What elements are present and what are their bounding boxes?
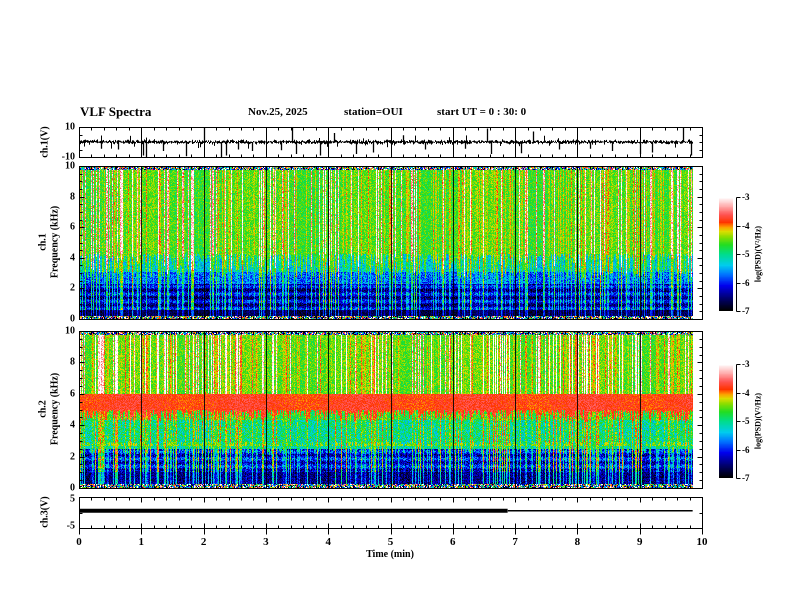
colorbar-tick-label: -7 [742, 473, 750, 483]
x-tick-label: 4 [325, 536, 331, 548]
ch3-y-tick-label: 5 [70, 493, 75, 505]
freq-tick-label: 8 [70, 191, 75, 203]
colorbar-tick-label: -4 [742, 387, 750, 398]
freq-tick-label: 2 [70, 282, 75, 294]
x-tick-label: 10 [696, 536, 708, 548]
colorbar-tick-label: -5 [742, 249, 750, 259]
wave-y-tick-label: 10 [65, 121, 75, 133]
colorbar-tick-label: -3 [742, 192, 750, 202]
freq-tick-label: 10 [65, 160, 75, 172]
freq-tick-label: 4 [70, 419, 75, 431]
x-tick-label: 6 [450, 536, 456, 548]
ch3-y-tick-label: -5 [66, 520, 75, 532]
x-tick-label: 8 [574, 536, 581, 548]
freq-tick-label: 0 [70, 313, 75, 325]
colorbar-tick-label: -4 [742, 220, 750, 231]
freq-tick-label: 6 [70, 221, 75, 233]
colorbar-tick-label: -7 [742, 306, 750, 316]
x-tick-label: 3 [263, 536, 269, 548]
colorbar-tick-label: -5 [742, 416, 750, 426]
freq-tick-label: 4 [70, 252, 75, 264]
x-tick-label: 9 [636, 536, 643, 548]
x-tick-label: 1 [138, 536, 145, 548]
x-tick-label: 0 [76, 536, 82, 548]
x-tick-label: 2 [200, 536, 207, 548]
colorbar-tick-label: -3 [742, 359, 750, 369]
wave-y-tick-label: -10 [61, 151, 75, 163]
x-tick-label: 5 [387, 536, 394, 548]
freq-tick-label: 10 [65, 325, 75, 337]
x-tick-label: 7 [512, 536, 518, 548]
colorbar-tick-label: -6 [742, 277, 750, 288]
freq-tick-label: 8 [70, 356, 75, 368]
freq-tick-label: 0 [70, 482, 75, 494]
colorbar-tick-label: -6 [742, 444, 750, 455]
freq-tick-label: 2 [70, 451, 75, 463]
freq-tick-label: 6 [70, 388, 75, 400]
